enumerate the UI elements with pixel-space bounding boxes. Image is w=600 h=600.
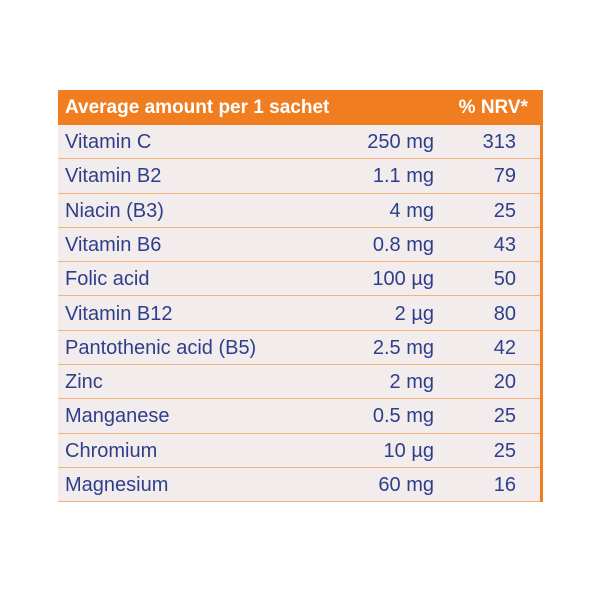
- amount: 0.5 mg: [372, 405, 434, 428]
- nutrition-table: Average amount per 1 sachet % NRV* Vitam…: [58, 90, 543, 503]
- amount: 2 µg: [394, 302, 434, 325]
- nrv: 313: [482, 131, 516, 153]
- amount: 2 mg: [389, 371, 434, 394]
- table-row: Vitamin C 250 mg 313: [58, 125, 540, 160]
- nrv: 42: [493, 336, 516, 359]
- nutrient-name: Zinc: [65, 371, 103, 394]
- nrv: 80: [493, 302, 516, 325]
- table-row: Zinc 2 mg 20: [58, 365, 540, 400]
- amount: 0.8 mg: [372, 233, 434, 256]
- nutrient-name: Folic acid: [65, 268, 150, 291]
- table-row: Vitamin B12 2 µg 80: [58, 297, 540, 331]
- table-header: Average amount per 1 sachet % NRV*: [58, 90, 540, 125]
- table-row: Niacin (B3) 4 mg 25: [58, 194, 540, 228]
- nrv: 16: [493, 474, 516, 496]
- amount: 60 mg: [378, 474, 434, 496]
- table-row: Pantothenic acid (B5) 2.5 mg 42: [58, 331, 540, 366]
- nutrient-name: Chromium: [65, 439, 158, 462]
- nutrient-name: Vitamin C: [65, 131, 152, 153]
- nutrient-name: Vitamin B2: [65, 165, 162, 188]
- table-row: Folic acid 100 µg 50: [58, 262, 540, 297]
- nrv: 25: [493, 199, 516, 222]
- amount: 4 mg: [389, 199, 434, 222]
- header-label: Average amount per 1 sachet: [65, 97, 330, 118]
- nutrient-name: Manganese: [65, 405, 170, 428]
- nutrient-name: Vitamin B6: [65, 233, 162, 256]
- nutrient-name: Niacin (B3): [65, 199, 164, 222]
- nrv: 25: [493, 405, 516, 428]
- nutrient-name: Magnesium: [65, 474, 169, 496]
- amount: 2.5 mg: [372, 336, 434, 359]
- header-label: % NRV*: [458, 97, 528, 118]
- table-row: Magnesium 60 mg 16: [58, 468, 540, 503]
- amount: 250 mg: [367, 131, 434, 153]
- table-row: Chromium 10 µg 25: [58, 434, 540, 468]
- nrv: 50: [493, 268, 516, 291]
- table-row: Vitamin B2 1.1 mg 79: [58, 159, 540, 194]
- table-row: Vitamin B6 0.8 mg 43: [58, 228, 540, 263]
- amount: 1.1 mg: [372, 165, 434, 188]
- amount: 100 µg: [372, 268, 434, 291]
- nutrient-name: Vitamin B12: [65, 302, 173, 325]
- nutrient-name: Pantothenic acid (B5): [65, 336, 257, 359]
- nrv: 25: [493, 439, 516, 462]
- nrv: 79: [493, 165, 516, 188]
- nrv: 43: [493, 233, 516, 256]
- amount: 10 µg: [383, 439, 434, 462]
- table-row: Manganese 0.5 mg 25: [58, 399, 540, 434]
- nrv: 20: [493, 371, 516, 394]
